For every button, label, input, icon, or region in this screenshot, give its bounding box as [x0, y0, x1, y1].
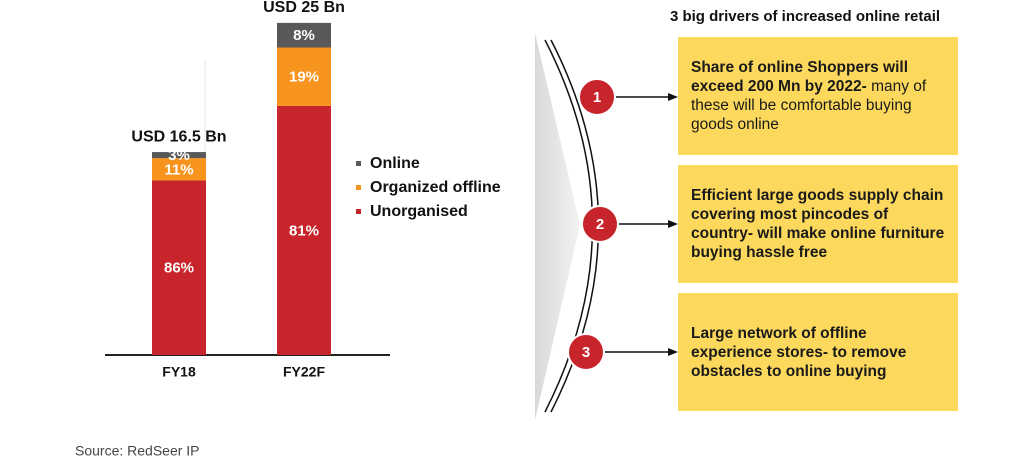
x-tick-label: FY18: [162, 364, 196, 380]
driver-detail: many of these will be comfortable buying…: [691, 78, 927, 133]
bar-segment: [277, 105, 331, 355]
legend-swatch: [356, 209, 361, 214]
driver-text: Share of online Shoppers will exceed 200…: [678, 37, 958, 155]
x-tick-label: FY22F: [283, 364, 325, 380]
value-label: 19%: [289, 69, 319, 86]
arrow-head: [668, 93, 678, 101]
value-label: 8%: [293, 27, 315, 44]
value-label: 81%: [289, 222, 319, 239]
driver-text-area: Share of online Shoppers will exceed 200…: [678, 37, 958, 155]
driver-paragraph: Efficient large goods supply chain cover…: [691, 186, 946, 262]
driver-paragraph: Share of online Shoppers will exceed 200…: [691, 58, 946, 134]
bar-segment: [277, 22, 331, 48]
bar-segment: [152, 158, 206, 181]
legend-swatch: [356, 161, 361, 166]
driver-bold: Share of online Shoppers will exceed 200…: [691, 59, 909, 95]
legend-label: Online: [370, 155, 420, 172]
legend-label: Organized offline: [370, 179, 501, 196]
legend-swatch: [356, 185, 361, 190]
driver-number: 3: [582, 344, 590, 361]
bar-segment: [152, 180, 206, 355]
arrow-head: [668, 348, 678, 356]
arrow-head: [668, 220, 678, 228]
wedge: [535, 33, 580, 420]
driver-badge: [567, 333, 605, 371]
driver-text-area: Efficient large goods supply chain cover…: [678, 165, 958, 283]
driver-number: 1: [593, 89, 601, 106]
driver-bold: Efficient large goods supply chain cover…: [691, 187, 945, 261]
driver-text-area: Large network of offline experience stor…: [678, 293, 958, 411]
driver-text: Efficient large goods supply chain cover…: [678, 165, 958, 283]
value-label: 11%: [164, 161, 193, 178]
bar-segment: [277, 47, 331, 106]
driver-number: 2: [596, 216, 604, 233]
driver-text: Large network of offline experience stor…: [678, 293, 958, 411]
driver-box: [678, 37, 958, 155]
legend-label: Unorganised: [370, 203, 468, 220]
driver-paragraph: Large network of offline experience stor…: [691, 324, 946, 381]
bar-segment: [152, 152, 206, 159]
value-label: 3%: [168, 147, 190, 164]
driver-badge: [581, 205, 619, 243]
source: Source: RedSeer IP: [75, 443, 200, 459]
driver-box: [678, 293, 958, 411]
driver-bold: Large network of offline experience stor…: [691, 324, 907, 380]
total-label: USD 16.5 Bn: [131, 128, 226, 145]
total-label: USD 25 Bn: [263, 0, 345, 16]
driver-badge: [578, 78, 616, 116]
value-label: 86%: [164, 260, 194, 277]
driver-box: [678, 165, 958, 283]
drivers-title: 3 big drivers of increased online retail: [670, 8, 940, 25]
